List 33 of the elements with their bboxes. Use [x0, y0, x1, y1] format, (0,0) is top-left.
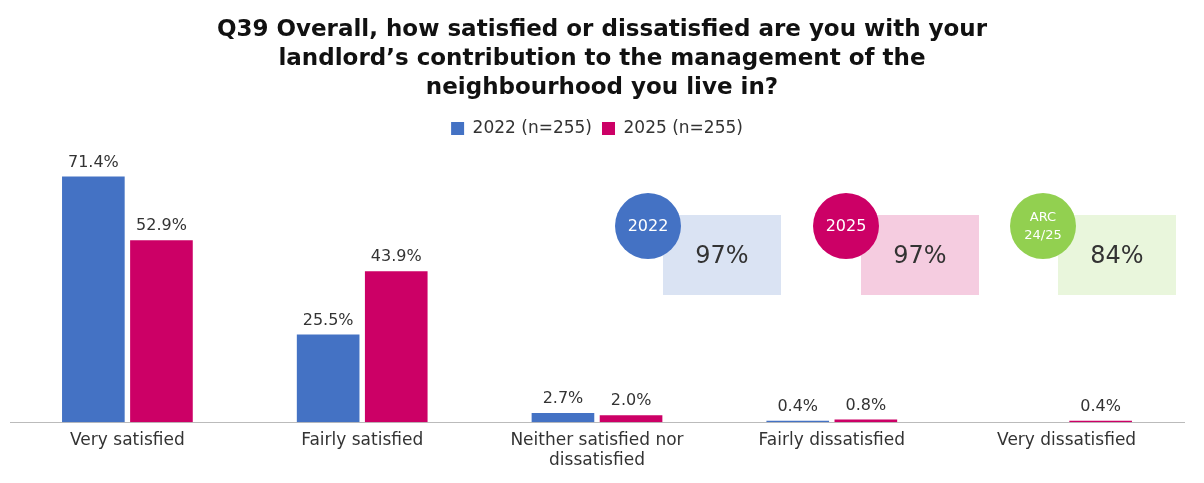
annotation: ARC 24/25	[1010, 193, 1076, 259]
bar	[130, 240, 193, 423]
badge-group: ARC 24/25 84%	[1010, 193, 1176, 295]
annotation: 2022	[615, 193, 681, 259]
bar	[296, 334, 360, 423]
bar	[834, 419, 898, 423]
data-label: 2.7%	[542, 388, 584, 408]
x-tick-label: Very satisfied	[70, 428, 185, 449]
data-label: 52.9%	[136, 215, 187, 235]
legend-label: 2022 (n=255)	[472, 116, 593, 137]
bar	[531, 412, 595, 423]
x-tick-label: Fairly dissatisfied	[758, 428, 905, 449]
data-label: 25.5%	[302, 309, 354, 329]
badge-group: 2022 97%	[615, 193, 781, 295]
annotation: 2025	[813, 193, 879, 259]
x-tick-label: Fairly satisfied	[301, 428, 424, 449]
bar	[599, 415, 663, 423]
data-label: 2.0%	[610, 390, 652, 410]
data-label: 0.4%	[777, 395, 819, 415]
annotation: 97%	[695, 241, 749, 269]
bar	[62, 176, 125, 423]
data-label: 71.4%	[67, 151, 119, 171]
bar	[364, 271, 428, 423]
chart-title: Q39 Overall, how satisfied or dissatisfied are you with your landlord’s contribution to the management of the neighbourhood you live in?	[215, 14, 989, 101]
legend-label: 2025 (n=255)	[623, 116, 743, 137]
annotation: 84%	[1090, 241, 1144, 269]
x-tick-label: Neither satisfied nor dissatisfied	[510, 428, 684, 470]
data-label: 0.8%	[845, 394, 887, 414]
data-label: 43.9%	[370, 246, 422, 266]
x-tick-label: Very dissatisfied	[997, 428, 1137, 449]
badge-group: 2025 97%	[813, 193, 979, 295]
annotation: 97%	[893, 241, 947, 269]
data-label: 0.4%	[1080, 395, 1121, 415]
